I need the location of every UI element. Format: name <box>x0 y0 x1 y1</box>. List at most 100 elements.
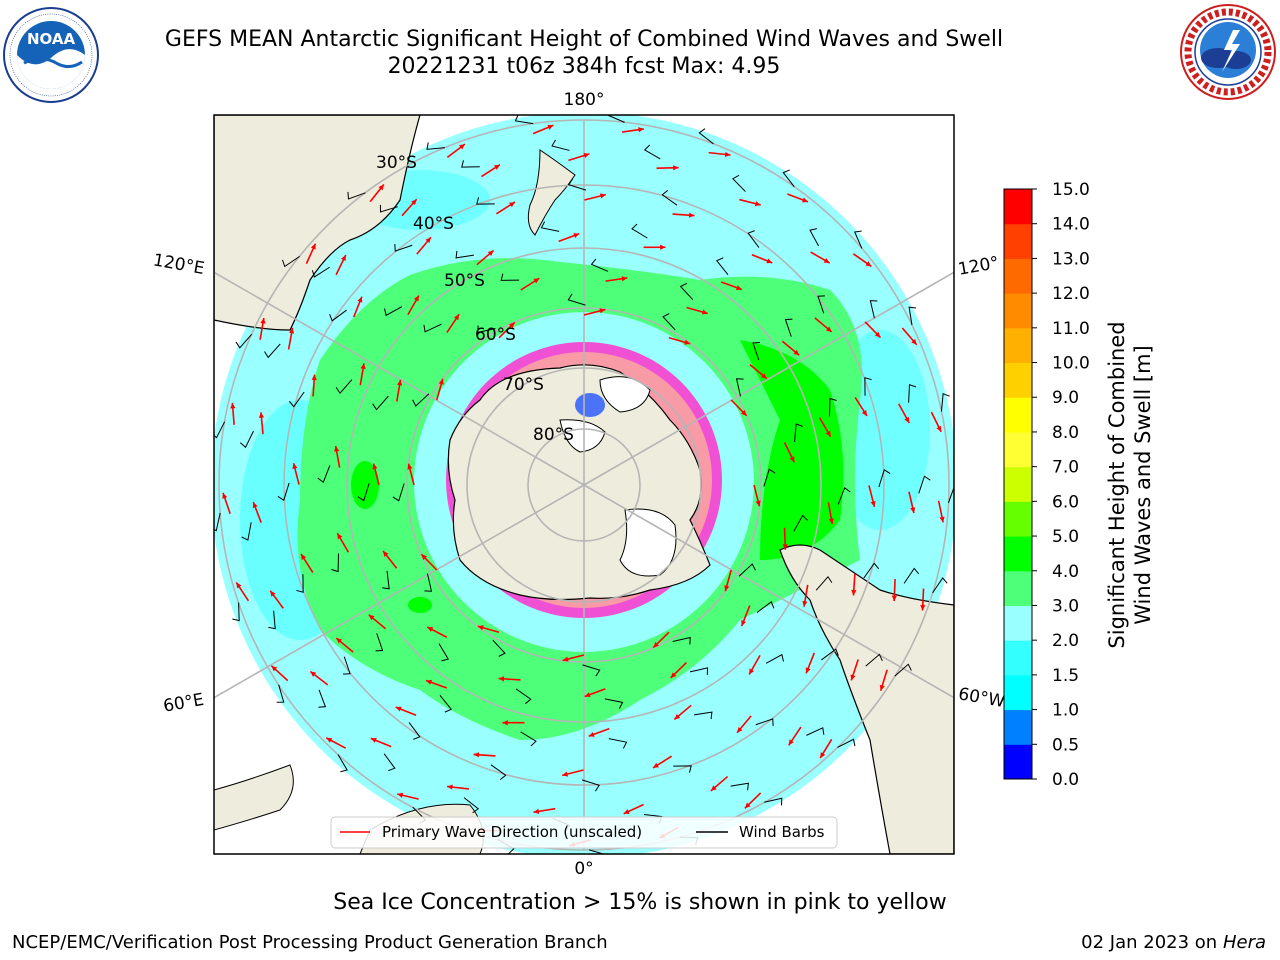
wind-barb <box>296 574 304 593</box>
colorbar-tick-label: 6.0 <box>1052 492 1079 512</box>
wave-arrowhead <box>370 737 377 743</box>
wave-arrowhead <box>407 463 413 470</box>
wave-arrowhead <box>260 318 266 324</box>
wind-barb <box>809 228 820 247</box>
wind-barb <box>631 223 648 239</box>
footer-date: 02 Jan 2023 on Hera <box>1081 932 1266 953</box>
wave-arrowhead <box>825 430 831 437</box>
wind-barb <box>837 486 851 505</box>
wind-barb <box>853 230 863 249</box>
wind-barb <box>490 764 507 781</box>
wave-arrowhead <box>494 164 500 170</box>
colorbar-tick-label: 0.5 <box>1052 735 1079 755</box>
wind-barb <box>408 722 421 740</box>
wave-arrowhead <box>311 374 317 381</box>
wave-arrowhead <box>802 600 808 607</box>
wave-arrowhead <box>861 410 867 416</box>
wave-arrowhead <box>509 322 515 329</box>
wind-barb <box>317 465 331 484</box>
wave-arrowhead <box>426 679 433 685</box>
wind-barb <box>568 178 587 191</box>
colorbar-swatch <box>1004 293 1032 329</box>
wave-arrowhead <box>396 379 403 386</box>
wave-arrowhead <box>337 533 343 540</box>
wave-arrowhead <box>740 410 747 416</box>
wave-arrowhead <box>828 518 834 525</box>
wind-barb <box>379 204 398 213</box>
colorbar-swatch <box>1004 362 1032 398</box>
wind-barb <box>947 485 954 503</box>
wave-arrowhead <box>724 585 730 592</box>
wave-arrowhead <box>653 762 659 768</box>
colorbar: 0.0 0.5 1.0 1.5 2.0 3.0 4.0 5.0 6.0 7.0 8.0 9.0 10.0… <box>1003 180 1090 790</box>
wave-arrowhead <box>599 193 606 199</box>
wind-barb <box>331 553 339 573</box>
colorbar-title-line1: Significant Height of Combined <box>1105 321 1129 648</box>
wave-arrowhead <box>258 412 265 418</box>
footer-date-text: 02 Jan 2023 on <box>1081 932 1223 953</box>
wind-barb <box>837 738 856 748</box>
wind-barb <box>214 512 221 532</box>
wind-barb <box>764 797 783 806</box>
colorbar-tick-label: 15.0 <box>1052 180 1090 200</box>
wave-arrowhead <box>413 295 419 302</box>
wind-barb <box>515 688 532 705</box>
wind-barb <box>903 567 920 584</box>
wave-arrowhead <box>533 278 540 284</box>
wind-barb <box>694 711 713 720</box>
colorbar-swatch <box>1004 744 1032 780</box>
wind-barb <box>567 293 586 306</box>
wave-arrowhead <box>326 737 333 743</box>
wind-barb <box>582 664 601 677</box>
wind-barb <box>763 468 776 487</box>
footer-credit: NCEP/EMC/Verification Post Processing Pr… <box>12 932 608 953</box>
colorbar-tick-label: 7.0 <box>1052 458 1079 478</box>
colorbar-frame <box>1003 188 1033 780</box>
wind-barb <box>765 653 784 664</box>
map-frame <box>213 114 955 855</box>
colorbar-swatch <box>1004 536 1032 572</box>
wind-barb <box>806 727 825 736</box>
lon-label-60e: 60°E <box>162 690 206 717</box>
wave-arrowhead <box>802 197 809 203</box>
colorbar-swatch <box>1004 501 1032 537</box>
wave-arrowhead <box>477 625 484 631</box>
wave-arrowhead <box>749 668 755 675</box>
noaa-logo-text: NOAA <box>27 30 76 48</box>
colorbar-tick-label: 1.5 <box>1052 666 1079 686</box>
wind-barb <box>463 797 480 814</box>
wave-arrowhead <box>660 244 666 250</box>
wind-barb <box>514 115 534 125</box>
colorbar-tick-label: 12.0 <box>1052 284 1090 304</box>
wind-barb <box>239 430 254 449</box>
wind-barb <box>756 601 775 614</box>
wind-barb <box>492 639 506 657</box>
wind-barb <box>235 333 253 349</box>
wave-arrowhead <box>737 726 743 733</box>
wind-barb <box>679 282 694 301</box>
colorbar-tick-label: 5.0 <box>1052 527 1079 547</box>
wave-arrowhead <box>735 285 742 291</box>
wave-arrowhead <box>754 201 761 207</box>
wind-barb <box>540 221 560 232</box>
wave-arrowhead <box>823 258 830 264</box>
colorbar-tick-label: 8.0 <box>1052 423 1079 443</box>
wave-arrowhead <box>438 378 444 385</box>
wind-barb <box>864 377 872 396</box>
sea-ice-caption: Sea Ice Concentration > 15% is shown in … <box>333 890 947 915</box>
wave-arrowhead <box>638 127 644 133</box>
wave-arrowhead <box>788 739 794 746</box>
wind-barb <box>276 684 285 703</box>
wave-arrowhead <box>547 124 554 130</box>
wind-barb <box>268 610 276 630</box>
colorbar-title: Significant Height of Combined Wind Wave… <box>1105 321 1155 648</box>
wind-barb <box>394 244 413 252</box>
wave-arrowhead <box>911 338 917 345</box>
wave-arrowhead <box>360 363 366 370</box>
wave-arrowhead <box>891 595 897 602</box>
wave-arrowhead <box>793 349 800 356</box>
wave-arrowhead <box>310 671 317 677</box>
wind-barb <box>732 174 746 192</box>
wind-barb <box>241 522 252 541</box>
wind-barb <box>311 266 330 278</box>
